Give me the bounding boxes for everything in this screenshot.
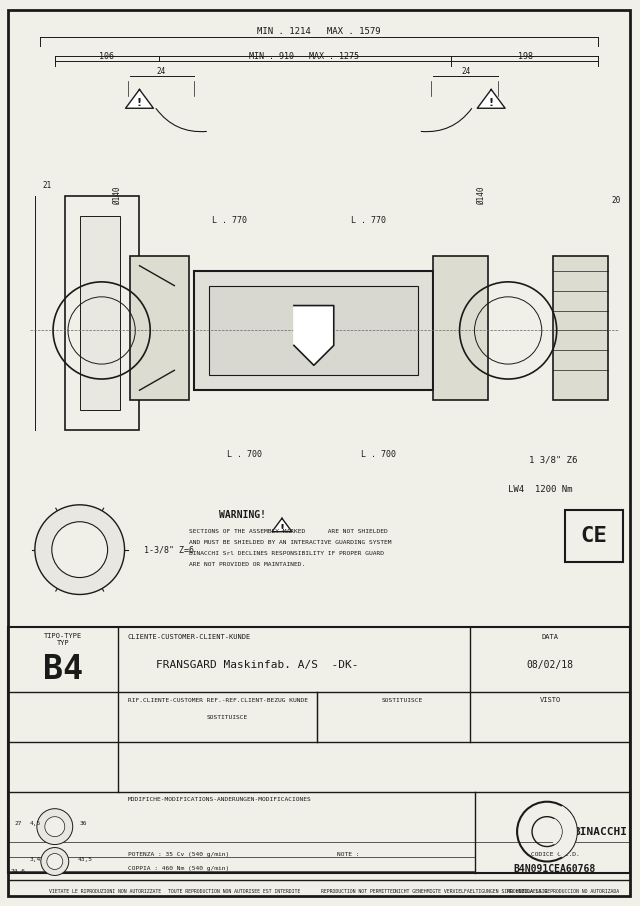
Text: Ø140: Ø140 [113, 187, 122, 205]
Text: 20: 20 [611, 197, 620, 206]
Circle shape [45, 816, 65, 836]
Bar [209, 285, 419, 375]
Text: Ø140: Ø140 [477, 187, 486, 205]
Wedge shape [547, 819, 562, 844]
Bar [553, 255, 608, 400]
Text: !: ! [488, 98, 493, 109]
Text: 36: 36 [80, 821, 87, 826]
Text: L . 700: L . 700 [227, 450, 262, 459]
Text: 24: 24 [157, 67, 166, 76]
Polygon shape [125, 90, 154, 109]
Text: TIPO-TYPE
TYP: TIPO-TYPE TYP [44, 632, 82, 646]
Text: NOTE :: NOTE : [337, 852, 359, 857]
Text: 106: 106 [99, 52, 114, 61]
Bar [433, 255, 488, 400]
Text: !: ! [280, 524, 285, 534]
Text: MIN . 1214   MAX . 1579: MIN . 1214 MAX . 1579 [257, 27, 381, 36]
Text: L . 770: L . 770 [351, 217, 386, 226]
Text: RIF.CLIENTE-CUSTOMER REF.-REF.CLIENT-BEZUG KUNDE: RIF.CLIENTE-CUSTOMER REF.-REF.CLIENT-BEZ… [127, 698, 308, 702]
Text: 08/02/18: 08/02/18 [527, 660, 573, 670]
Text: 24: 24 [461, 67, 471, 76]
Text: 1 3/8" Z6: 1 3/8" Z6 [529, 456, 578, 465]
Bar [129, 255, 189, 400]
Circle shape [35, 505, 125, 594]
Text: LW4  1200 Nm: LW4 1200 Nm [508, 486, 573, 495]
Text: BINACCHI Srl DECLINES RESPONSIBILITY IF PROPER GUARD: BINACCHI Srl DECLINES RESPONSIBILITY IF … [189, 551, 384, 556]
Text: PROHIBIDA LA REPRODUCCION NO AUTORIZADA: PROHIBIDA LA REPRODUCCION NO AUTORIZADA [507, 889, 619, 894]
Text: 4,5: 4,5 [30, 821, 41, 826]
Circle shape [47, 853, 63, 870]
Text: SOSTITUISCE: SOSTITUISCE [381, 698, 423, 702]
Text: 1-3/8" Z=6: 1-3/8" Z=6 [145, 545, 195, 554]
Bar [65, 196, 140, 430]
Text: 21: 21 [42, 181, 51, 190]
Text: 74,6: 74,6 [10, 869, 26, 874]
Polygon shape [272, 518, 292, 532]
Text: 3,4: 3,4 [30, 857, 41, 862]
Text: L . 700: L . 700 [361, 450, 396, 459]
Text: MODIFICHE-MODIFICATIONS-ANDERUNGEN-MODIFICACIONES: MODIFICHE-MODIFICATIONS-ANDERUNGEN-MODIF… [127, 797, 311, 802]
Text: 27: 27 [14, 821, 22, 826]
Wedge shape [547, 805, 577, 857]
Circle shape [37, 809, 73, 844]
Text: !: ! [137, 98, 142, 109]
Text: CE: CE [580, 525, 607, 545]
Text: CODICE C.E.D.: CODICE C.E.D. [531, 852, 579, 857]
Text: SOSTITUISCE: SOSTITUISCE [207, 715, 248, 719]
Text: MIN . 910   MAX . 1275: MIN . 910 MAX . 1275 [249, 52, 359, 61]
Text: VISTO: VISTO [540, 697, 561, 703]
Text: FRANSGARD Maskinfab. A/S  -DK-: FRANSGARD Maskinfab. A/S -DK- [156, 660, 358, 670]
Text: 198: 198 [518, 52, 532, 61]
Text: 43,5: 43,5 [77, 857, 93, 862]
Text: B4: B4 [43, 652, 83, 686]
Text: REPRODUCTION NOT PERMITTED: REPRODUCTION NOT PERMITTED [321, 889, 396, 894]
Text: B4N091CEA60768: B4N091CEA60768 [514, 864, 596, 874]
Circle shape [41, 847, 68, 875]
Text: DATA: DATA [541, 634, 559, 641]
Polygon shape [294, 305, 334, 365]
Text: L . 770: L . 770 [212, 217, 246, 226]
Text: AND MUST BE SHIELDED BY AN INTERACTIVE GUARDING SYSTEM: AND MUST BE SHIELDED BY AN INTERACTIVE G… [189, 540, 392, 545]
Bar [8, 627, 630, 873]
Polygon shape [477, 90, 505, 109]
Text: BINACCHI: BINACCHI [573, 826, 627, 836]
Text: COPPIA : 460 Nm (540 g/min): COPPIA : 460 Nm (540 g/min) [127, 866, 228, 871]
Text: WARNING!: WARNING! [219, 510, 266, 520]
Text: ARE NOT PROVIDED OR MAINTAINED.: ARE NOT PROVIDED OR MAINTAINED. [189, 562, 305, 567]
Text: TOUTE REPRODUCTION NON AUTORISEE EST INTERDITE: TOUTE REPRODUCTION NON AUTORISEE EST INT… [168, 889, 300, 894]
Text: SECTIONS OF THE ASSEMBLY MARKED      ARE NOT SHIELDED: SECTIONS OF THE ASSEMBLY MARKED ARE NOT … [189, 529, 388, 535]
Bar [565, 510, 623, 562]
Text: VIETATE LE RIPRODUZIONI NON AUTORIZZATE: VIETATE LE RIPRODUZIONI NON AUTORIZZATE [49, 889, 161, 894]
Text: CLIENTE-CUSTOMER-CLIENT-KUNDE: CLIENTE-CUSTOMER-CLIENT-KUNDE [127, 634, 251, 641]
Text: POTENZA : 35 Cv (540 g/min): POTENZA : 35 Cv (540 g/min) [127, 852, 228, 857]
Circle shape [52, 522, 108, 577]
Text: NICHT GENEHMIGTE VERVIELFAELTIGUNGEN SIND UNZULAESSIG: NICHT GENEHMIGTE VERVIELFAELTIGUNGEN SIN… [395, 889, 547, 894]
Bar [80, 216, 120, 410]
Bar [195, 271, 433, 390]
